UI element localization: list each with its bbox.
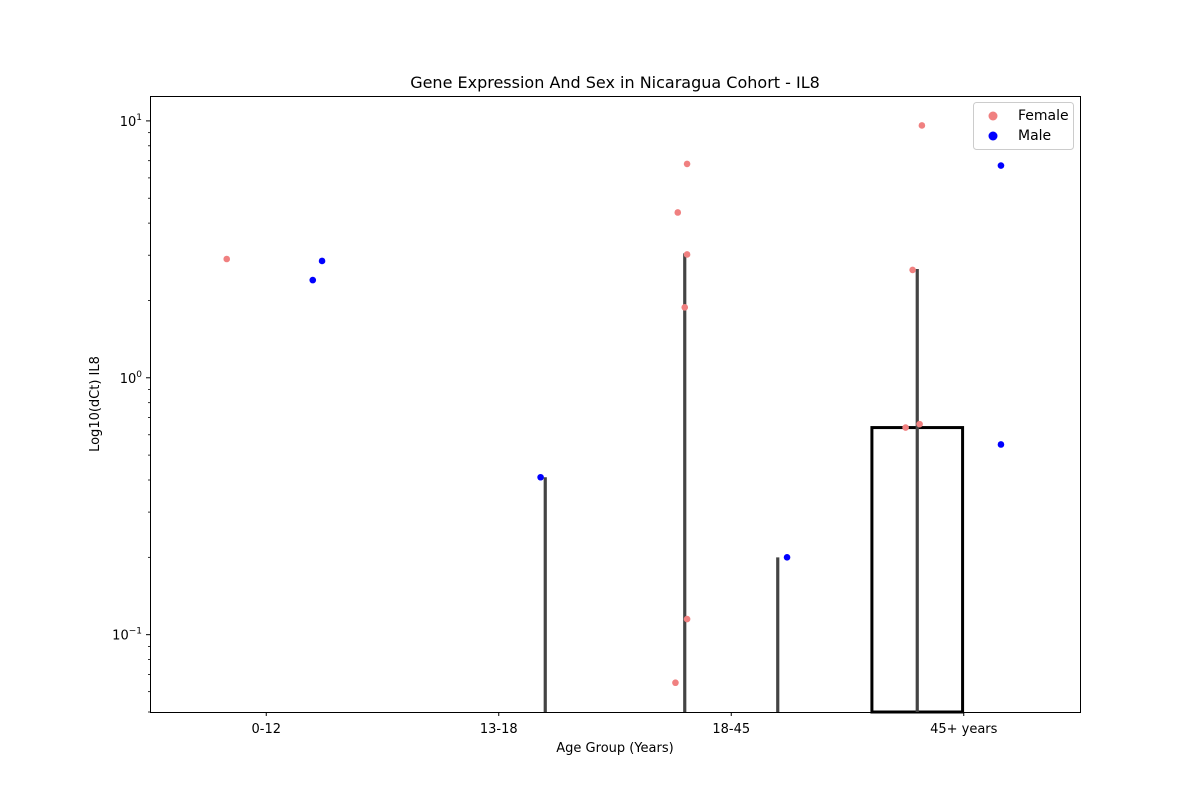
- x-tick-label-1: 13-18: [480, 722, 518, 737]
- legend-label-female: Female: [1018, 108, 1069, 124]
- y-axis: 10−1 100 101: [112, 113, 150, 713]
- point-male-2: [537, 473, 544, 481]
- x-tick-label-2: 18-45: [712, 722, 750, 737]
- point-female-6: [683, 615, 691, 623]
- point-male-3: [783, 554, 791, 561]
- point-male-5: [997, 441, 1005, 448]
- point-female-3: [683, 160, 691, 168]
- x-tick-label-0: 0-12: [251, 722, 281, 737]
- point-female-0: [223, 255, 231, 263]
- point-female-7: [902, 424, 909, 431]
- point-male-0: [309, 276, 317, 284]
- y-tick-label-1: 100: [120, 370, 143, 387]
- point-female-9: [916, 420, 923, 428]
- point-female-8: [909, 266, 916, 274]
- y-axis-label: Log10(dCt) IL8: [88, 356, 103, 452]
- legend: Female Male: [973, 102, 1074, 150]
- legend-box: [973, 102, 1074, 150]
- y-tick-label-0: 10−1: [112, 627, 142, 644]
- legend-label-male: Male: [1018, 128, 1051, 144]
- point-male-1: [318, 257, 326, 265]
- chart-title: Gene Expression And Sex in Nicaragua Coh…: [410, 73, 820, 92]
- plot-frame: [150, 96, 1081, 713]
- y-tick-label-2: 101: [120, 113, 142, 130]
- point-female-2: [674, 209, 682, 216]
- x-axis-label: Age Group (Years): [556, 741, 673, 756]
- point-female-1: [672, 679, 679, 687]
- point-male-4: [997, 162, 1005, 169]
- point-female-4: [681, 304, 689, 311]
- x-axis: 0-12 13-18 18-45 45+ years: [251, 712, 998, 737]
- x-tick-label-3: 45+ years: [930, 722, 998, 737]
- point-female-5: [683, 251, 691, 258]
- legend-marker-male: [988, 131, 998, 141]
- point-female-10: [918, 122, 926, 129]
- legend-marker-female: [988, 111, 998, 121]
